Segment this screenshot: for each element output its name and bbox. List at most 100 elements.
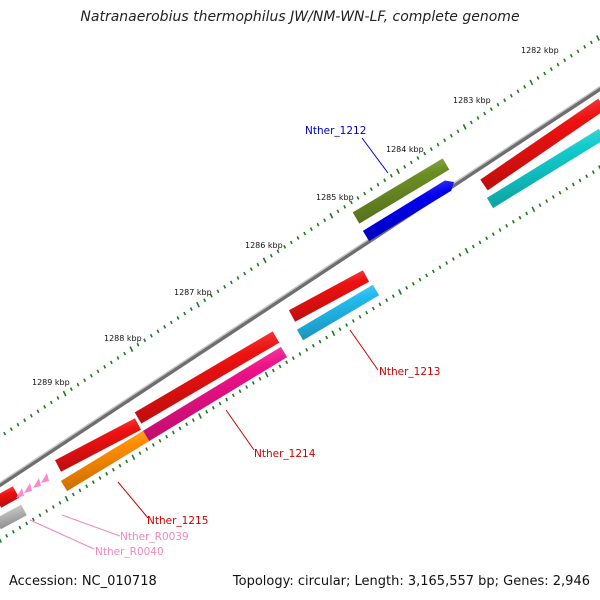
ruler-tick-outer	[183, 311, 187, 316]
ruler-tick-inner	[264, 371, 269, 378]
ruler-tick-inner	[38, 513, 42, 518]
ruler-tick-outer	[256, 262, 260, 267]
ruler-tick-inner	[71, 492, 75, 497]
ruler-tick-outer	[483, 111, 487, 116]
gene-bar-nther-1215	[60, 430, 150, 492]
ruler-tick-inner	[485, 236, 489, 241]
ruler-tick-inner	[231, 393, 235, 398]
feature-labels: 1282 kbp 1283 kbp 1284 kbp 1285 kbp 1286 kbp…	[29, 46, 559, 558]
ruler-tick-outer	[169, 320, 173, 325]
ruler-tick-outer	[296, 236, 300, 240]
ruler-tick-inner	[565, 186, 569, 191]
ruler-tick-inner	[78, 488, 82, 493]
ruler-tick-inner	[451, 257, 455, 261]
ruler-tick-inner	[271, 368, 275, 373]
ruler-tick-inner	[464, 247, 469, 254]
leader-nther-r0039	[61, 514, 121, 537]
ruler-tick-inner	[25, 521, 29, 526]
ruler-tick-inner	[171, 430, 175, 435]
ruler-tick-outer	[509, 93, 513, 98]
ruler-tick-outer	[236, 276, 240, 280]
trna-arrow	[16, 488, 24, 498]
ruler-tick-inner	[398, 289, 402, 295]
ruler-tick-inner	[431, 269, 435, 274]
ruler-tick-inner	[31, 517, 35, 522]
ruler-tick-outer	[189, 307, 193, 311]
ruler-tick-outer	[583, 45, 587, 49]
gene-bar-nther-1212	[352, 158, 450, 224]
ruler-tick-outer	[436, 142, 440, 147]
ruler-tick-outer	[16, 422, 20, 427]
ruler-tick-inner	[85, 484, 89, 489]
cds-grey-bar	[0, 504, 27, 530]
ruler-tick-outer	[363, 191, 367, 196]
ruler-tick-outer	[316, 222, 320, 227]
ruler-tick-outer	[469, 120, 473, 125]
ruler-tick-inner	[64, 495, 69, 502]
feature-tracks	[0, 98, 600, 530]
cds-forward-bar	[55, 418, 141, 472]
ruler-tick-inner	[191, 418, 195, 422]
ruler-tick-inner	[411, 281, 415, 286]
ruler-tick-outer	[76, 382, 80, 387]
ruler-tick-inner	[365, 310, 369, 315]
ruler-tick-outer	[496, 102, 500, 107]
ruler-tick-inner	[118, 463, 122, 468]
ruler-tick-outer	[403, 165, 407, 169]
ruler-tick-outer	[163, 325, 167, 329]
ruler-tick-inner	[498, 228, 502, 232]
trna-arrow	[41, 473, 49, 483]
ruler-tick-inner	[18, 525, 22, 530]
ruler-tick-inner	[331, 330, 336, 337]
ruler-tick-inner	[351, 319, 355, 323]
ruler-tick-outer	[203, 298, 207, 303]
ruler-tick-outer	[529, 79, 534, 86]
ruler-tick-outer	[423, 151, 427, 156]
ruler-ticks	[0, 35, 600, 543]
ruler-tick-inner	[491, 232, 495, 236]
accession-text: Accession: NC_010718	[9, 574, 157, 589]
ruler-tick-inner	[45, 509, 49, 513]
ruler-tick-inner	[105, 472, 109, 476]
gene-bar-nther-1214	[142, 346, 288, 442]
ruler-tick-outer	[563, 58, 567, 63]
ruler-tick-outer	[336, 209, 340, 214]
ruler-tick-outer	[356, 196, 360, 200]
ruler-tick-inner	[518, 215, 522, 220]
ruler-tick-outer	[349, 200, 353, 205]
ruler-tick-inner	[138, 451, 142, 456]
ruler-tick-inner	[158, 438, 162, 443]
ruler-tick-inner	[211, 405, 215, 410]
ruler-tick-outer	[143, 338, 147, 343]
ruler-tick-inner	[318, 339, 322, 344]
ruler-tick-outer	[383, 178, 387, 183]
ruler-tick-outer	[229, 280, 233, 285]
ruler-tick-outer	[216, 289, 220, 294]
leader-nther-1214	[225, 409, 255, 451]
ruler-tick-outer	[536, 76, 540, 80]
ruler-tick-outer	[29, 413, 33, 418]
ruler-tick-inner	[151, 443, 155, 447]
cds-forward-bar	[0, 486, 20, 508]
ruler-tick-outer	[396, 168, 400, 175]
gene-bar-nther-1213	[296, 284, 380, 341]
gene-label-nther-r0039: Nther_R0039	[120, 531, 189, 543]
ruler-tick-outer	[62, 390, 67, 397]
trna-arrow	[24, 483, 32, 493]
ruler-tick-inner	[251, 381, 255, 385]
ruler-tick-outer	[243, 271, 247, 276]
ruler-tick-inner	[11, 529, 15, 534]
ruler-tick-outer	[303, 231, 307, 236]
genome-backbone	[0, 85, 600, 488]
ruler-tick-outer	[9, 427, 13, 431]
ruler-tick-outer	[416, 156, 420, 160]
ruler-tick-outer	[69, 387, 73, 391]
ruler-tick-outer	[449, 133, 453, 138]
gene-label-nther-1215: Nther_1215	[147, 515, 208, 527]
ruler-tick-inner	[478, 240, 482, 245]
leader-nther-r0040	[29, 519, 95, 550]
gene-label-nther-1214: Nther_1214	[254, 448, 316, 460]
ruler-tick-inner	[438, 265, 442, 270]
ruler-tick-outer	[283, 245, 287, 249]
